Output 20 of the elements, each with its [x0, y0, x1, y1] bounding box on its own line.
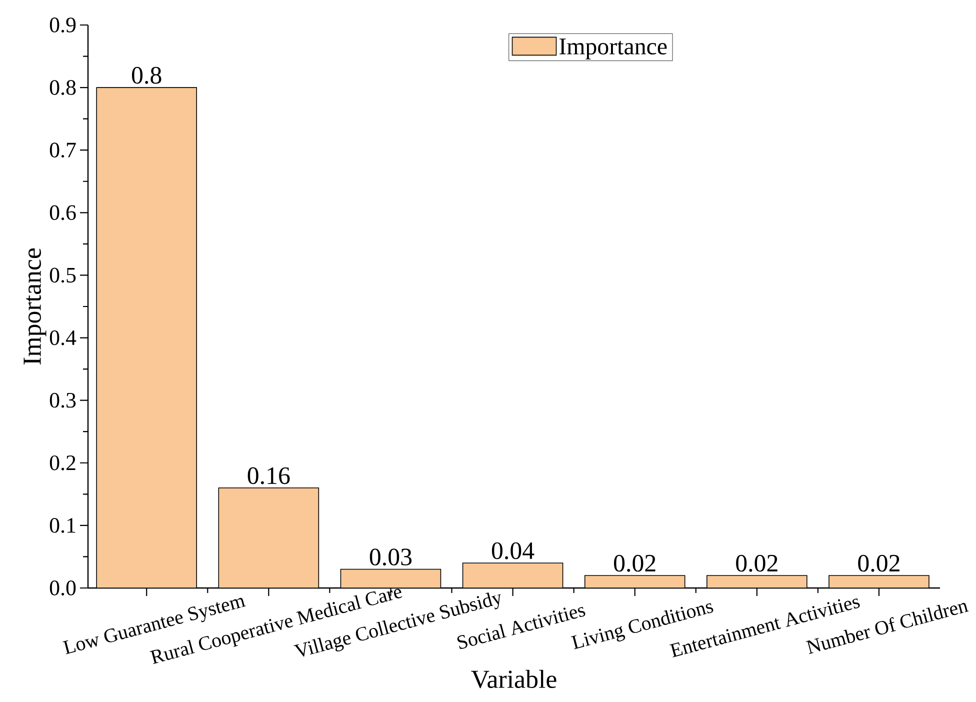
y-axis-title: Importance [24, 248, 46, 365]
y-tick-label: 0.3 [50, 392, 76, 408]
data-label: 0.04 [492, 542, 534, 560]
x-axis-title: Variable [471, 670, 556, 688]
y-tick-label: 0.6 [50, 205, 76, 220]
data-label: 0.02 [736, 554, 778, 572]
y-tick-label: 0.1 [50, 518, 76, 533]
y-tick-label: 0.4 [50, 330, 76, 346]
y-tick-label: 0.8 [50, 80, 76, 95]
data-label: 0.02 [858, 554, 900, 572]
data-label: 0.03 [370, 548, 412, 566]
data-label: 0.16 [248, 467, 290, 484]
y-tick-label: 0.5 [50, 268, 76, 283]
y-tick-label: 0.9 [50, 18, 76, 32]
y-tick-label: 0.2 [50, 455, 76, 470]
y-tick-label: 0.0 [50, 580, 76, 596]
legend-label: Importance [560, 38, 667, 60]
data-label: 0.02 [614, 554, 656, 572]
y-tick-label: 0.7 [50, 142, 76, 158]
data-label: 0.8 [132, 66, 162, 84]
